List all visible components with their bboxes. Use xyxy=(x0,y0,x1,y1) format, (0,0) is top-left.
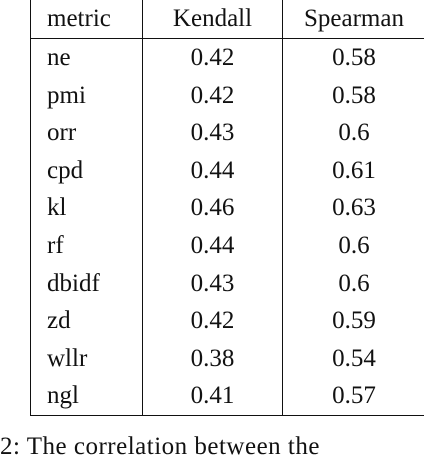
table-row: wllr 0.38 0.54 xyxy=(31,340,424,378)
cell-metric: orr xyxy=(31,114,143,152)
table-row: zd 0.42 0.59 xyxy=(31,302,424,340)
cell-metric: wllr xyxy=(31,340,143,378)
cell-spearman: 0.61 xyxy=(283,152,424,190)
cell-metric: cpd xyxy=(31,152,143,190)
cell-kendall: 0.43 xyxy=(143,114,283,152)
cell-kendall: 0.41 xyxy=(143,377,283,415)
results-table-container: metric Kendall Spearman ne 0.42 0.58 pmi… xyxy=(30,0,424,416)
header-spearman: Spearman xyxy=(283,0,424,39)
cell-spearman: 0.58 xyxy=(283,39,424,77)
cell-spearman: 0.54 xyxy=(283,340,424,378)
cell-spearman: 0.6 xyxy=(283,114,424,152)
cell-kendall: 0.43 xyxy=(143,265,283,303)
header-metric: metric xyxy=(31,0,143,39)
cell-kendall: 0.42 xyxy=(143,77,283,115)
cell-metric: ne xyxy=(31,39,143,77)
cell-kendall: 0.42 xyxy=(143,302,283,340)
cell-kendall: 0.44 xyxy=(143,152,283,190)
cell-spearman: 0.58 xyxy=(283,77,424,115)
cell-kendall: 0.44 xyxy=(143,227,283,265)
table-row: orr 0.43 0.6 xyxy=(31,114,424,152)
cell-metric: zd xyxy=(31,302,143,340)
cell-kendall: 0.38 xyxy=(143,340,283,378)
correlation-table: metric Kendall Spearman ne 0.42 0.58 pmi… xyxy=(30,0,424,416)
table-row: pmi 0.42 0.58 xyxy=(31,77,424,115)
cell-kendall: 0.46 xyxy=(143,189,283,227)
header-kendall: Kendall xyxy=(143,0,283,39)
cell-spearman: 0.57 xyxy=(283,377,424,415)
cell-spearman: 0.59 xyxy=(283,302,424,340)
table-caption: 2: The correlation between the xyxy=(0,432,320,462)
cell-metric: kl xyxy=(31,189,143,227)
cell-spearman: 0.6 xyxy=(283,227,424,265)
table-row: kl 0.46 0.63 xyxy=(31,189,424,227)
cell-metric: ngl xyxy=(31,377,143,415)
cell-spearman: 0.63 xyxy=(283,189,424,227)
table-row: dbidf 0.43 0.6 xyxy=(31,265,424,303)
table-row: cpd 0.44 0.61 xyxy=(31,152,424,190)
cell-metric: pmi xyxy=(31,77,143,115)
table-header-row: metric Kendall Spearman xyxy=(31,0,424,39)
cell-kendall: 0.42 xyxy=(143,39,283,77)
cell-metric: rf xyxy=(31,227,143,265)
cell-metric: dbidf xyxy=(31,265,143,303)
table-row: ngl 0.41 0.57 xyxy=(31,377,424,415)
table-row: rf 0.44 0.6 xyxy=(31,227,424,265)
cell-spearman: 0.6 xyxy=(283,265,424,303)
table-row: ne 0.42 0.58 xyxy=(31,39,424,77)
